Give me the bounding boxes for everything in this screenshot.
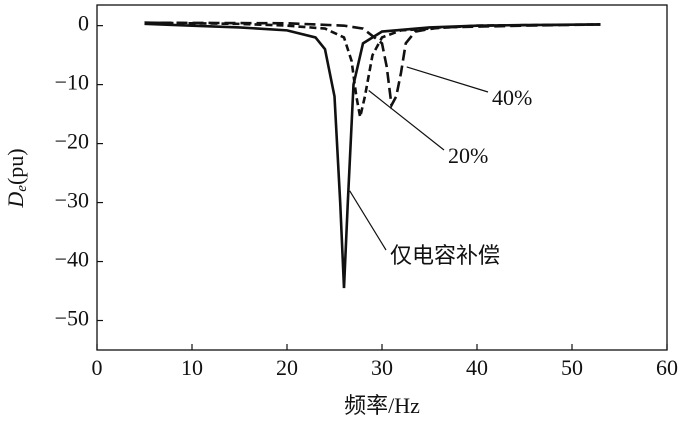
series-line	[144, 22, 601, 289]
annotation-pointer	[368, 90, 445, 151]
x-tick-label: 40	[466, 355, 488, 380]
y-tick-label: −50	[55, 306, 89, 331]
x-axis-label: 频率/Hz	[344, 393, 420, 418]
x-tick-label: 20	[276, 355, 298, 380]
series-line	[144, 21, 601, 118]
y-tick-label: 0	[78, 11, 89, 36]
y-axis-label: De(pu)	[3, 148, 30, 208]
series-label: 40%	[492, 85, 532, 110]
x-tick-label: 50	[561, 355, 583, 380]
annotation-pointer	[406, 66, 489, 93]
y-label-sub: e	[14, 185, 30, 192]
y-tick-label: −10	[55, 70, 89, 95]
x-tick-label: 30	[371, 355, 393, 380]
y-tick-label: −40	[55, 247, 89, 272]
y-label-unit: (pu)	[3, 148, 28, 185]
x-tick-label: 60	[656, 355, 678, 380]
series-label: 20%	[448, 143, 488, 168]
plot-frame	[96, 4, 668, 351]
y-label-main: D	[3, 192, 28, 209]
y-tick-label: −20	[55, 129, 89, 154]
y-tick-label: −30	[55, 188, 89, 213]
x-tick-label: 0	[92, 355, 103, 380]
series-line	[144, 21, 601, 110]
series-label: 仅电容补偿	[390, 243, 500, 268]
annotation-pointer	[349, 190, 387, 251]
x-tick-label: 10	[181, 355, 203, 380]
